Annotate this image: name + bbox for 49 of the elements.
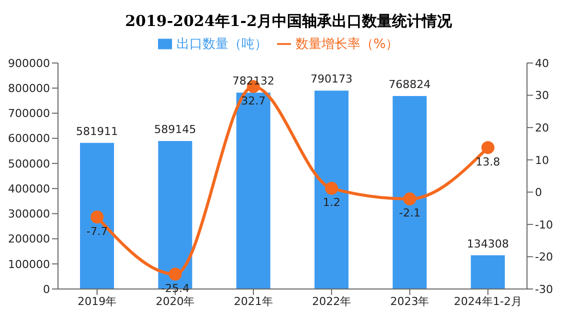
point [168,268,182,281]
y-tick-label: 800000 [8,82,50,96]
bar [314,90,348,289]
point [403,192,416,206]
x-tick-label: 2019年 [78,294,117,308]
point [481,141,494,154]
y2-tick-label: -20 [535,250,553,264]
y-tick-label: 700000 [8,107,50,120]
y-tick-label: 300000 [8,208,50,221]
y-tick-label: 600000 [8,132,50,146]
data-label: 134308 [466,237,509,250]
y-tick-label: 0 [43,282,50,296]
x-tick-label: 2023年 [390,294,430,308]
x-tick-label: 2021年 [234,294,273,308]
y2-tick-label: 30 [535,89,549,102]
y2-tick-label: 20 [535,121,549,134]
data-label: -7.7 [86,224,108,238]
y-tick-label: 500000 [8,157,50,170]
y-tick-label: 100000 [8,258,50,271]
legend-label: 出口数量（吨） [176,37,268,52]
data-label: -25.4 [161,282,190,295]
data-label: 581911 [76,124,118,138]
y2-tick-label: 10 [535,154,549,167]
y-tick-label: 400000 [8,182,50,196]
y2-tick-label: 40 [535,56,549,70]
point [90,210,104,224]
data-label: 32.7 [241,94,266,108]
data-label: 790173 [310,72,352,86]
chart-title: 2019-2024年1-2月中国轴承出口数量统计情况 [124,12,453,31]
bar [470,255,505,289]
legend-label: 数量增长率（%） [295,37,399,52]
x-tick-label: 2022年 [312,294,352,308]
point [325,182,338,195]
data-label: 1.2 [322,196,340,210]
x-tick-label: 2024年1-2月 [454,294,522,308]
y2-tick-label: -10 [535,218,553,232]
y2-tick-label: -30 [535,282,553,296]
bar [80,142,114,289]
y2-tick-label: 0 [535,186,542,200]
bar [392,96,427,289]
data-label: 13.8 [476,155,500,168]
y-tick-label: 900000 [8,56,50,70]
x-tick-label: 2020年 [156,294,195,308]
bar [236,92,270,289]
data-label: 589145 [154,123,196,136]
data-label: 768824 [388,78,431,91]
y-tick-label: 200000 [8,232,50,246]
data-label: -2.1 [399,206,420,220]
data-label: 782132 [232,74,274,88]
